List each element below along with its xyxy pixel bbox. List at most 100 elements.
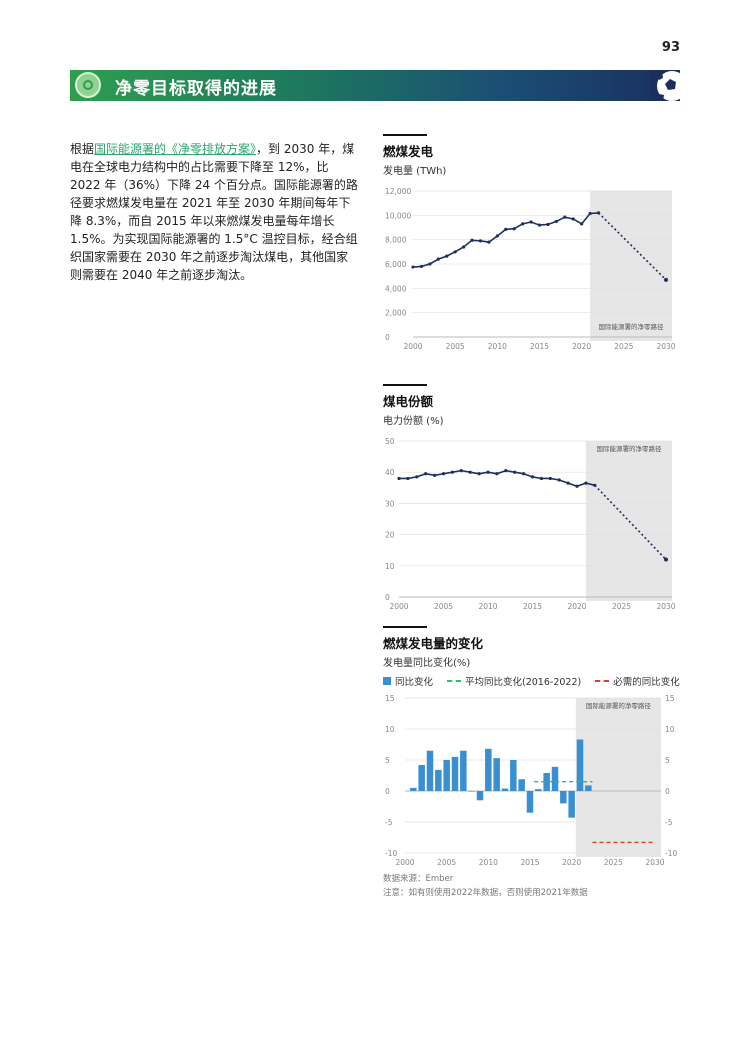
chart-title: 燃煤发电: [383, 144, 434, 159]
data-point: [521, 222, 525, 226]
data-point: [441, 472, 446, 476]
x-tick-label: 2000: [395, 858, 414, 867]
y-tick-label-right: -10: [665, 849, 677, 858]
projection-line: [594, 484, 667, 561]
data-point: [470, 238, 474, 242]
x-tick-label: 2020: [572, 342, 591, 351]
data-point: [478, 239, 483, 243]
data-point: [512, 227, 516, 231]
bar: [476, 791, 484, 801]
data-point: [530, 475, 535, 479]
x-tick-label: 2000: [389, 602, 408, 611]
y-tick-label: 0: [385, 787, 390, 796]
chart-ylabel: 发电量同比变化(%): [383, 658, 471, 669]
chart-title: 煤电份额: [383, 394, 434, 409]
data-point: [411, 265, 415, 269]
x-tick-label: 2015: [530, 342, 549, 351]
chart-rule: [383, 384, 427, 386]
y-tick-label: 10: [385, 725, 395, 734]
data-point: [537, 223, 542, 227]
y-tick-label: 2,000: [385, 309, 407, 318]
net-zero-shade: [575, 698, 661, 857]
y-tick-label-right: 5: [665, 756, 670, 765]
x-tick-label: 2025: [612, 602, 631, 611]
data-point: [563, 215, 567, 219]
x-tick-label: 2000: [403, 342, 422, 351]
data-point: [584, 481, 588, 485]
body-text-start: 根据: [70, 142, 95, 156]
projection-end-point: [664, 277, 668, 282]
iea-report-link[interactable]: 国际能源署的《净零排放方案》: [94, 142, 257, 156]
bar: [501, 788, 509, 791]
chart-coal-change: 燃煤发电量的变化 发电量同比变化(%) 同比变化 平均同比变化(2016-202…: [383, 626, 683, 872]
y-tick-label: 10: [385, 562, 395, 571]
data-point: [436, 257, 440, 261]
data-point: [450, 470, 454, 474]
y-tick-label: 0: [385, 333, 390, 342]
x-tick-label: 2020: [567, 602, 586, 611]
y-tick-label: 40: [385, 468, 395, 477]
x-tick-label: 2005: [446, 342, 465, 351]
y-tick-label: 8,000: [385, 236, 407, 245]
data-point: [580, 222, 584, 226]
data-point: [445, 254, 449, 258]
data-point: [504, 227, 508, 231]
y-tick-label-right: 15: [665, 694, 675, 703]
y-tick-label: 10,000: [385, 211, 411, 220]
y-tick-label-right: 0: [665, 787, 670, 796]
bar: [526, 791, 534, 813]
data-point: [548, 476, 552, 481]
chart-legend: 同比变化 平均同比变化(2016-2022) 必需的同比变化: [383, 674, 683, 688]
section-header: 净零目标取得的进展: [70, 70, 680, 101]
x-tick-label: 2030: [656, 342, 675, 351]
data-point: [504, 469, 508, 473]
data-point: [571, 217, 575, 221]
x-tick-label: 2015: [523, 602, 542, 611]
x-tick-label: 2030: [645, 858, 664, 867]
y-tick-label: -10: [385, 849, 397, 858]
chart-ylabel: 电力份额 (%): [383, 416, 444, 427]
section-title: 净零目标取得的进展: [115, 79, 277, 99]
data-point: [539, 476, 543, 481]
data-point: [495, 472, 499, 476]
y-tick-label: 30: [385, 499, 395, 508]
legend-item-required: 必需的同比变化: [595, 674, 680, 688]
y-tick-label: -5: [385, 818, 393, 827]
chart-rule: [383, 626, 427, 628]
x-tick-label: 2020: [562, 858, 581, 867]
y-tick-label-right: 10: [665, 725, 675, 734]
bar: [435, 769, 442, 791]
bar: [551, 766, 559, 791]
chart-coal-share: 煤电份额 电力份额 (%) 0 10 20 30 40 50 2000 2005 2010 201…: [383, 384, 683, 616]
bar: [418, 764, 425, 791]
legend-swatch: [383, 677, 391, 685]
note-line: 注意：如有则使用2022年数据，否则使用2021年数据: [383, 888, 588, 898]
net-zero-shade: [590, 191, 672, 341]
x-tick-label: 2005: [434, 602, 453, 611]
data-point: [415, 475, 419, 479]
data-point: [419, 264, 424, 269]
bar: [443, 760, 450, 791]
page-number: 93: [661, 40, 680, 55]
data-point: [513, 470, 517, 474]
data-point: [424, 472, 428, 476]
legend-item-yoy: 同比变化: [383, 674, 433, 688]
y-tick-label: 50: [385, 437, 395, 446]
chart-coal-change-plot: -10 -10 -5 -5 0 0 5 5 10 10 15 15 2000 2005 2010 2015 20…: [385, 694, 677, 867]
chart-ylabel: 发电量 (TWh): [383, 166, 447, 177]
bar: [451, 756, 459, 791]
y-tick-label: 4,000: [385, 284, 407, 293]
data-point: [557, 478, 561, 482]
bar: [535, 789, 542, 791]
y-tick-label: 20: [385, 531, 395, 540]
x-tick-label: 2010: [478, 602, 497, 611]
x-tick-label: 2030: [656, 602, 675, 611]
data-point: [468, 470, 472, 474]
x-tick-label: 2025: [614, 342, 633, 351]
bar: [485, 748, 492, 791]
bar: [518, 779, 525, 791]
y-tick-label: 12,000: [385, 187, 411, 196]
bar: [410, 787, 417, 791]
data-point: [487, 240, 491, 244]
